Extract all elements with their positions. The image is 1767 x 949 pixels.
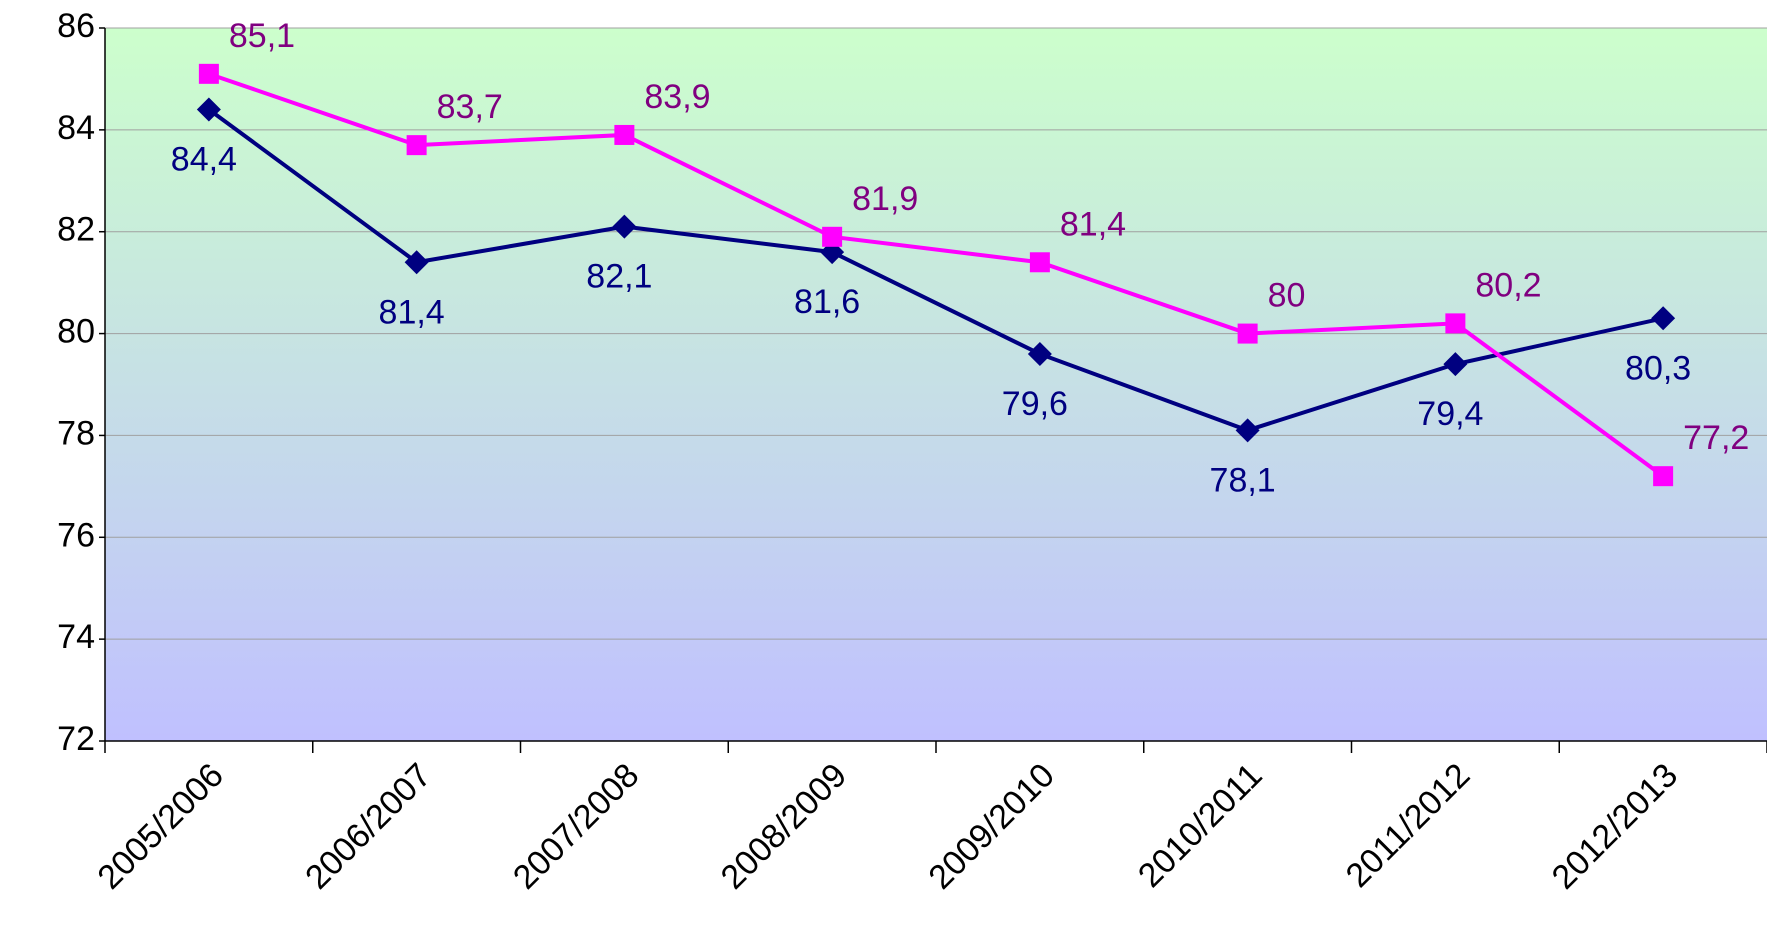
marker <box>406 135 427 156</box>
series-line <box>208 71 1665 478</box>
y-tick-label: 72 <box>57 720 95 758</box>
data-label: 83,9 <box>644 78 710 116</box>
data-label: 77,2 <box>1683 419 1749 457</box>
marker <box>822 226 843 247</box>
y-tick-label: 78 <box>57 414 95 452</box>
marker <box>1029 252 1050 273</box>
plot-area <box>105 28 1767 741</box>
marker <box>612 214 637 239</box>
marker <box>614 124 635 145</box>
data-label: 84,4 <box>171 140 237 178</box>
y-tick-label: 82 <box>57 211 95 249</box>
marker <box>198 63 219 84</box>
y-tick-label: 86 <box>57 7 95 45</box>
data-label: 85,1 <box>229 17 295 55</box>
x-tick-label: 2011/2012 <box>1339 756 1478 895</box>
marker <box>1235 418 1260 443</box>
y-tick-label: 84 <box>57 109 95 147</box>
x-tick-label: 2006/2007 <box>298 756 439 897</box>
x-tick-label: 2008/2009 <box>714 756 855 897</box>
y-tick-label: 74 <box>57 618 95 656</box>
data-label: 80,2 <box>1475 266 1541 304</box>
marker <box>1651 306 1676 331</box>
data-label: 80,3 <box>1625 349 1691 387</box>
y-tick-label: 80 <box>57 313 95 351</box>
marker <box>1445 313 1466 334</box>
data-label: 78,1 <box>1210 461 1276 499</box>
x-tick-label: 2012/2013 <box>1545 756 1686 897</box>
x-tick-label: 2007/2008 <box>506 756 647 897</box>
x-tick-label: 2009/2010 <box>921 756 1062 897</box>
x-tick-label: 2005/2006 <box>90 756 231 897</box>
data-label: 81,9 <box>852 180 918 218</box>
data-label: 81,6 <box>794 283 860 321</box>
x-tick-label: 2010/2011 <box>1131 756 1270 895</box>
data-label: 79,4 <box>1417 395 1483 433</box>
series-line <box>207 107 1664 433</box>
data-label: 82,1 <box>586 258 652 296</box>
marker <box>1027 341 1052 366</box>
data-label: 81,4 <box>379 293 445 331</box>
data-label: 81,4 <box>1060 205 1126 243</box>
marker <box>1237 323 1258 344</box>
y-tick-label: 76 <box>57 516 95 554</box>
marker <box>1443 352 1468 377</box>
data-label: 80 <box>1268 277 1306 315</box>
data-label: 79,6 <box>1002 385 1068 423</box>
marker <box>1653 466 1674 487</box>
marker <box>404 250 429 275</box>
marker <box>196 97 221 122</box>
data-label: 83,7 <box>437 88 503 126</box>
